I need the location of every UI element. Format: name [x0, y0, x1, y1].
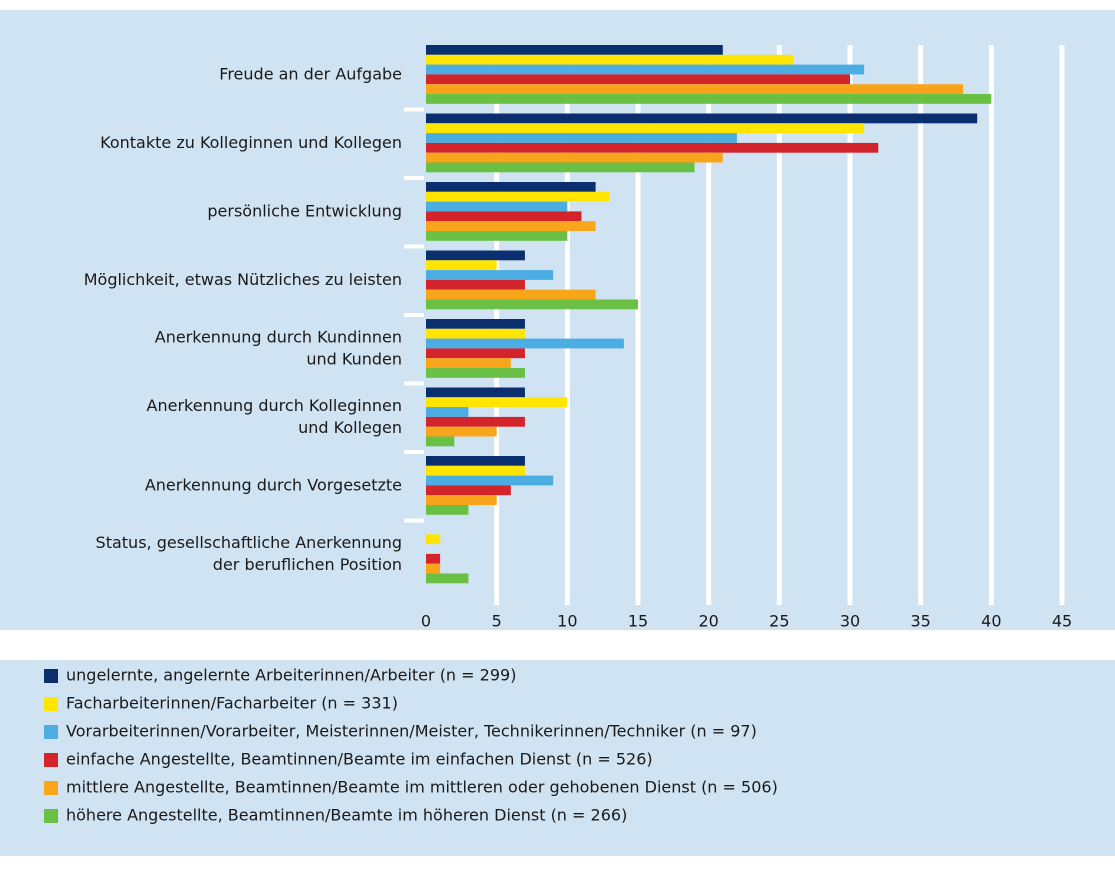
- legend-swatch: [44, 697, 58, 711]
- category-label: persönliche Entwicklung: [207, 201, 402, 220]
- bar: [426, 505, 469, 515]
- bar: [426, 152, 723, 163]
- bar: [426, 211, 582, 222]
- bar: [426, 358, 511, 368]
- x-tick-label: 40: [981, 612, 1001, 631]
- legend-swatch: [44, 809, 58, 823]
- bar: [426, 54, 794, 65]
- bar: [426, 299, 638, 310]
- bar: [426, 182, 596, 192]
- bar: [426, 436, 455, 447]
- bar: [426, 142, 879, 153]
- legend-panel: [0, 660, 1115, 856]
- legend-label: Facharbeiterinnen/Facharbeiter (n = 331): [66, 694, 398, 713]
- bar: [426, 368, 525, 378]
- bar: [426, 123, 865, 134]
- bar: [426, 279, 525, 290]
- bar: [426, 270, 554, 280]
- bar: [426, 553, 441, 564]
- bar: [426, 534, 441, 545]
- bar: [426, 250, 525, 261]
- plot-panel: [0, 10, 1115, 630]
- bar: [426, 485, 511, 496]
- legend-swatch: [44, 725, 58, 739]
- bar: [426, 133, 737, 143]
- bar: [426, 64, 865, 75]
- legend-swatch: [44, 753, 58, 767]
- bar: [426, 348, 525, 359]
- legend-swatch: [44, 669, 58, 683]
- x-tick-label: 25: [769, 612, 789, 631]
- bar: [426, 260, 497, 271]
- legend-label: Vorarbeiterinnen/Vorarbeiter, Meisterinn…: [66, 722, 757, 741]
- bar: [426, 475, 554, 486]
- bar: [426, 407, 469, 417]
- x-tick-label: 15: [628, 612, 648, 631]
- bar: [426, 45, 723, 55]
- bar: [426, 162, 695, 173]
- x-tick-label: 0: [421, 612, 431, 631]
- bar: [426, 74, 850, 85]
- x-tick-label: 10: [557, 612, 577, 631]
- x-tick-label: 35: [910, 612, 930, 631]
- x-tick-label: 5: [492, 612, 502, 631]
- bar: [426, 201, 568, 212]
- bar: [426, 84, 964, 94]
- legend-swatch: [44, 781, 58, 795]
- bar: [426, 94, 992, 104]
- bar: [426, 397, 568, 408]
- bar: [426, 456, 525, 466]
- legend-label: einfache Angestellte, Beamtinnen/Beamte …: [66, 750, 653, 769]
- bar: [426, 221, 596, 231]
- bar: [426, 563, 441, 574]
- bar: [426, 328, 525, 339]
- bar: [426, 231, 568, 241]
- category-label: Kontakte zu Kolleginnen und Kollegen: [100, 132, 402, 151]
- category-label: Anerkennung durch Vorgesetzte: [145, 475, 402, 494]
- bar: [426, 319, 525, 329]
- bar: [426, 191, 610, 202]
- bar: [426, 416, 525, 427]
- bar: [426, 465, 525, 476]
- category-label: Status, gesellschaftliche Anerkennung der…: [96, 532, 402, 573]
- x-tick-label: 20: [698, 612, 718, 631]
- bar: [426, 338, 624, 349]
- category-label: Freude an der Aufgabe: [219, 64, 402, 83]
- legend-label: ungelernte, angelernte Arbeiterinnen/Arb…: [66, 666, 516, 685]
- legend-label: mittlere Angestellte, Beamtinnen/Beamte …: [66, 778, 778, 797]
- category-label: Anerkennung durch Kundinnen und Kunden: [155, 327, 402, 368]
- x-tick-label: 45: [1052, 612, 1072, 631]
- bar: [426, 573, 469, 584]
- bar: [426, 289, 596, 300]
- legend-label: höhere Angestellte, Beamtinnen/Beamte im…: [66, 806, 627, 825]
- x-tick-label: 30: [840, 612, 860, 631]
- bar: [426, 495, 497, 505]
- bar: [426, 113, 978, 124]
- category-label: Anerkennung durch Kolleginnen und Kollege…: [147, 395, 402, 436]
- bar: [426, 387, 525, 398]
- category-label: Möglichkeit, etwas Nützliches zu leisten: [84, 269, 402, 288]
- bar: [426, 426, 497, 437]
